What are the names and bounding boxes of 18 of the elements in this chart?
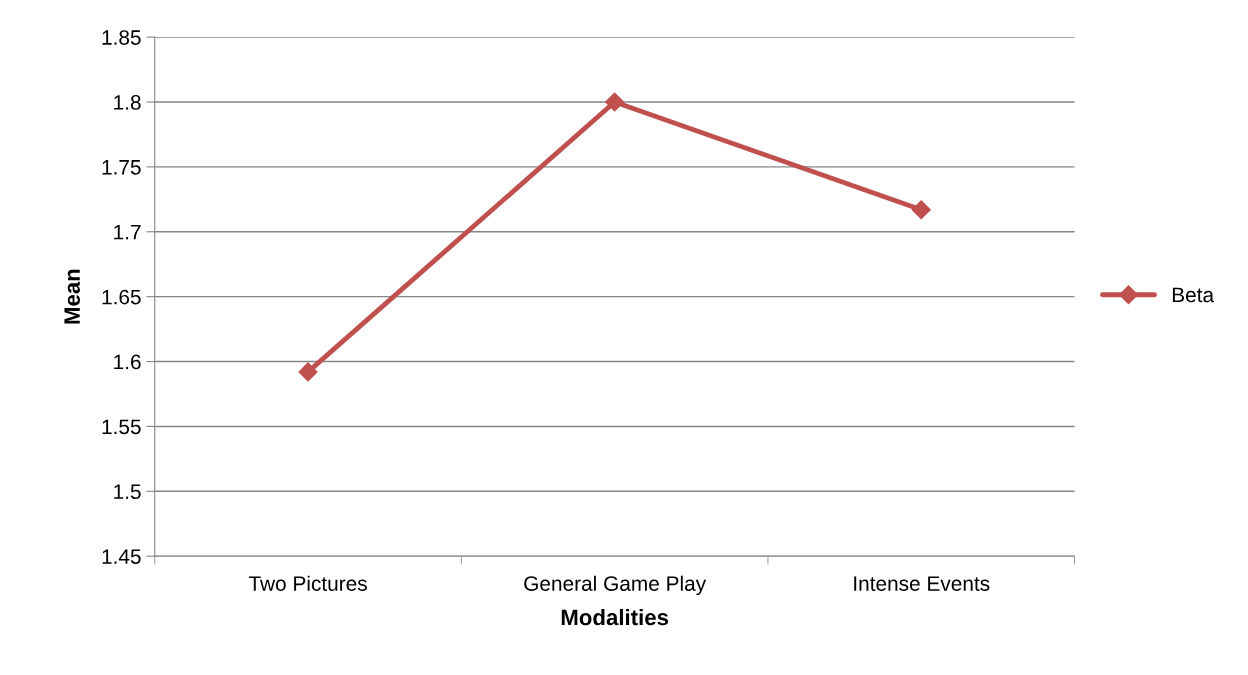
point: [911, 200, 931, 220]
x-axis-title: Modalities: [561, 608, 669, 626]
y-tick-label: 1.65: [102, 289, 141, 305]
point: [298, 362, 318, 382]
y-tick-label: 1.45: [102, 549, 141, 564]
point: [605, 92, 625, 112]
legend-label: Beta: [1172, 287, 1215, 303]
y-tick-label: 1.6: [114, 354, 141, 370]
y-tick-label: 1.5: [114, 484, 141, 500]
y-tick-label: 1.75: [102, 160, 141, 175]
y-tick-label: 1.8: [114, 95, 141, 110]
x-tick-label: Intense Events: [854, 576, 990, 591]
x-tick-label: General Game Play: [524, 575, 707, 596]
y-tick-label: 1.55: [102, 419, 141, 435]
y-tick-label: 1.7: [114, 224, 141, 240]
y-axis-title: Mean: [64, 269, 80, 324]
x-tick-label: Two Pictures: [248, 575, 367, 591]
y-tick-label: 1.85: [102, 30, 141, 45]
